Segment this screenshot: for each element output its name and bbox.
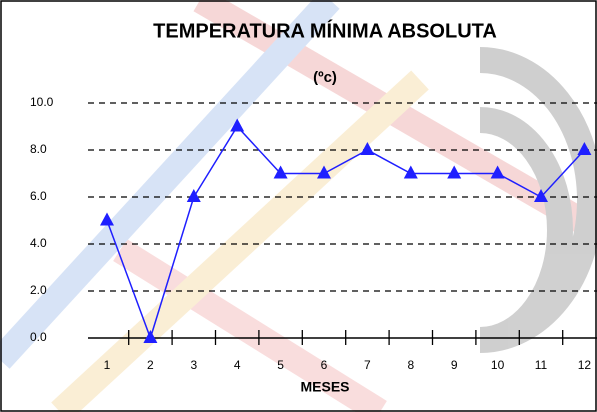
x-tick-label: 10 xyxy=(491,358,505,372)
x-tick-label: 11 xyxy=(535,358,548,372)
x-tick-label: 1 xyxy=(104,358,111,372)
data-marker xyxy=(360,142,375,155)
x-tick-label: 7 xyxy=(364,358,371,372)
x-tick-label: 6 xyxy=(321,358,328,372)
y-tick-label: 10.0 xyxy=(30,95,54,109)
chart-title: TEMPERATURA MÍNIMA ABSOLUTA xyxy=(153,19,497,42)
data-marker xyxy=(100,212,114,226)
data-marker xyxy=(273,165,288,179)
data-marker xyxy=(577,142,592,155)
x-tick-label: 3 xyxy=(190,358,197,372)
data-marker xyxy=(534,189,548,202)
x-tick-label: 8 xyxy=(407,358,414,372)
data-marker xyxy=(186,189,201,202)
x-tick-label: 5 xyxy=(277,358,284,372)
x-tick-label: 9 xyxy=(451,358,458,372)
y-tick-label: 8.0 xyxy=(30,142,47,156)
y-tick-label: 2.0 xyxy=(30,283,47,297)
x-tick-label: 4 xyxy=(234,358,241,372)
data-line xyxy=(106,125,585,341)
data-marker xyxy=(230,118,245,132)
x-axis-label: MESES xyxy=(300,379,349,395)
y-tick-label: 4.0 xyxy=(30,236,47,250)
data-marker xyxy=(143,330,158,343)
data-marker xyxy=(447,165,462,179)
data-marker xyxy=(403,165,418,179)
y-tick-label: 6.0 xyxy=(30,189,47,203)
data-marker xyxy=(490,165,505,179)
data-marker xyxy=(317,165,331,179)
chart-subtitle: (ºc) xyxy=(313,69,337,86)
y-tick-label: 0.0 xyxy=(30,330,47,344)
x-tick-label: 12 xyxy=(578,358,592,372)
x-tick-label: 2 xyxy=(147,358,154,372)
